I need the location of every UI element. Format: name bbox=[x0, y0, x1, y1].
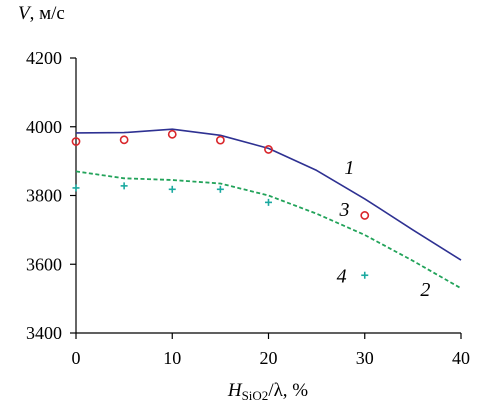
x-tick-label: 0 bbox=[72, 348, 81, 368]
series-3-point bbox=[264, 145, 273, 154]
series-3-point bbox=[167, 129, 177, 139]
series-1 bbox=[75, 128, 462, 261]
y-tick-label: 3600 bbox=[26, 254, 62, 274]
series-4-point bbox=[72, 184, 80, 192]
series-4-point bbox=[216, 185, 224, 193]
curve-label-4: 4 bbox=[337, 265, 347, 287]
series-2 bbox=[75, 170, 462, 290]
x-tick-label: 40 bbox=[452, 348, 470, 368]
x-tick-labels: 0 10 20 30 40 bbox=[72, 348, 471, 368]
curve-label-1: 1 bbox=[344, 157, 354, 179]
x-axis-label: HSiO2/λ, % bbox=[227, 380, 308, 403]
series-layer bbox=[71, 128, 462, 290]
series-3-point bbox=[360, 211, 370, 220]
axes bbox=[70, 57, 462, 339]
y-tick-label: 4200 bbox=[26, 48, 62, 68]
series-4-point bbox=[361, 271, 369, 279]
x-axis-subscript: SiO2 bbox=[242, 388, 269, 403]
curve-label-2: 2 bbox=[420, 279, 430, 301]
series-4-point bbox=[120, 182, 128, 190]
y-tick-labels: 3400 3600 3800 4000 4200 bbox=[26, 48, 62, 343]
y-axis-symbol: V bbox=[18, 3, 32, 24]
y-tick-label: 3400 bbox=[26, 323, 62, 343]
series-2-line bbox=[75, 170, 462, 290]
series-3 bbox=[71, 129, 370, 220]
series-3-point bbox=[215, 135, 225, 145]
x-tick-label: 30 bbox=[356, 348, 374, 368]
series-4 bbox=[72, 182, 369, 279]
series-1-line bbox=[75, 128, 462, 261]
x-tick-label: 10 bbox=[163, 348, 181, 368]
y-axis-unit: , м/с bbox=[30, 3, 65, 24]
y-tick-label: 4000 bbox=[26, 117, 62, 137]
curve-label-3: 3 bbox=[339, 199, 350, 221]
series-3-point bbox=[119, 135, 129, 145]
x-axis-rest: /λ, % bbox=[268, 380, 308, 401]
curve-labels: 1 2 3 4 bbox=[337, 157, 431, 301]
x-tick-label: 20 bbox=[260, 348, 278, 368]
y-tick-label: 3800 bbox=[26, 186, 62, 206]
series-4-point bbox=[265, 198, 272, 206]
series-4-point bbox=[168, 185, 176, 193]
series-3-point bbox=[71, 137, 81, 146]
x-axis-symbol: H bbox=[227, 380, 243, 401]
y-axis-label: V, м/с bbox=[18, 3, 65, 24]
